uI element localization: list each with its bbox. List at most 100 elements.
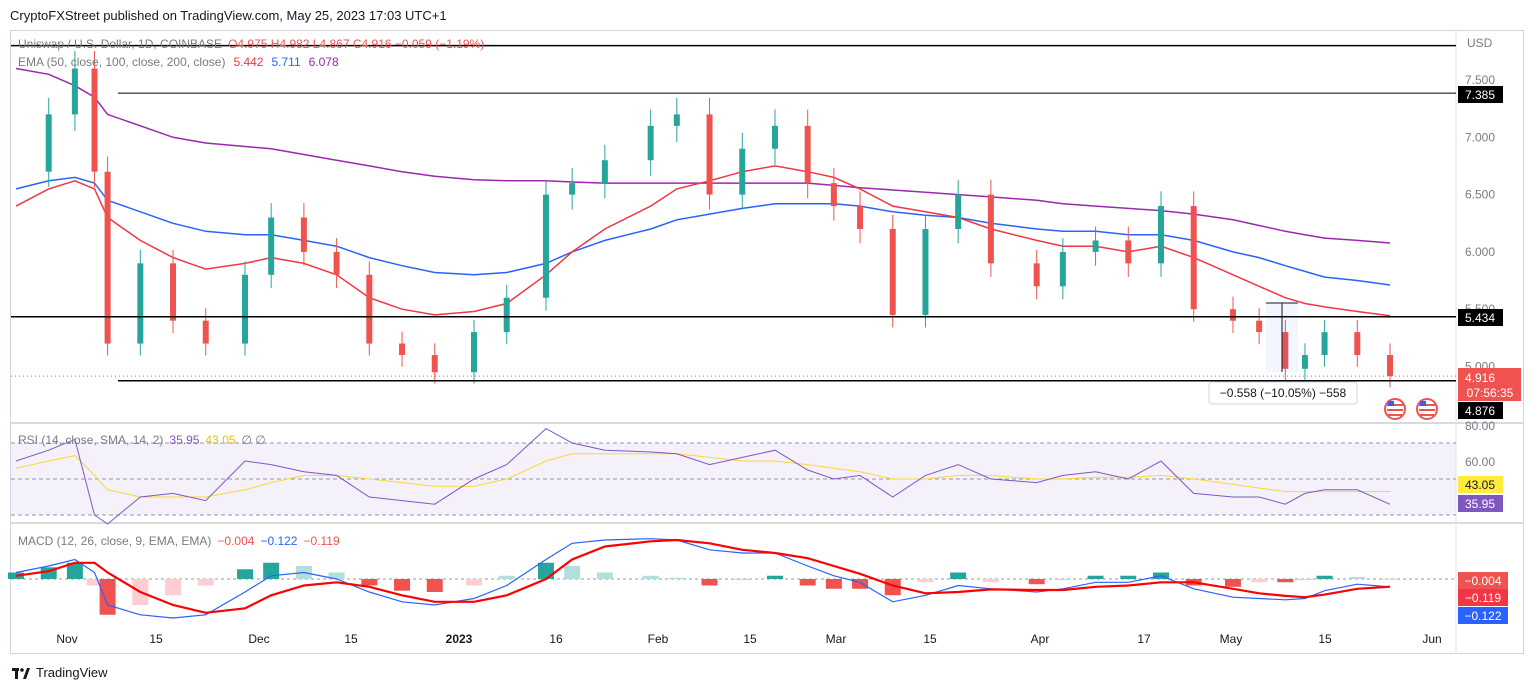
macd-hist-bar	[1054, 579, 1071, 580]
macd-hist-bar	[263, 562, 280, 579]
time-tick: Feb	[648, 632, 669, 646]
macd-hist-label: −0.004	[1464, 574, 1501, 588]
ema-label: EMA (50, close, 100, close, 200, close)	[18, 55, 225, 69]
measure-tooltip	[1208, 381, 1358, 405]
ema-legend: EMA (50, close, 100, close, 200, close) 5…	[18, 55, 339, 69]
ema200-line	[15, 67, 1391, 244]
ema200-value: 6.078	[309, 55, 339, 69]
rsi-sma-line	[15, 453, 1391, 498]
candle-body	[1033, 263, 1040, 287]
us-flag-icon-2[interactable]	[1416, 398, 1438, 420]
candle-body	[1158, 206, 1164, 264]
rsi-legend: RSI (14, close, SMA, 14, 2) 35.95 43.05 ∅ ∅	[18, 433, 266, 447]
ema-lines	[15, 67, 1391, 317]
macd-plot	[8, 538, 1398, 619]
macd-hist-bar	[1028, 579, 1045, 585]
candle-body	[601, 160, 608, 184]
time-tick: Dec	[248, 632, 269, 646]
macd-hist-label-bg	[1458, 572, 1508, 589]
publish-header: CryptoFXStreet published on TradingView.…	[10, 8, 447, 23]
candle-body	[542, 194, 549, 298]
macd-hist-bar	[537, 562, 554, 579]
macd-hist-bar	[766, 575, 783, 579]
candle-body	[471, 332, 477, 373]
candle-body	[1092, 240, 1099, 252]
candle-body	[804, 125, 811, 184]
macd-hist-bar	[564, 566, 581, 579]
candle-body	[202, 320, 209, 344]
candle-body	[647, 125, 654, 161]
currency-label: USD	[1467, 36, 1493, 50]
rsi-extra: ∅ ∅	[241, 433, 265, 447]
rsi-value-label-bg	[1458, 495, 1503, 512]
candle-body	[1190, 206, 1197, 310]
resistance-label: 7.385	[1465, 88, 1495, 102]
macd-hist-bar	[99, 579, 116, 615]
macd-hist-bar	[1296, 579, 1313, 580]
candle-body	[857, 206, 864, 229]
macd-hist-bar	[668, 577, 685, 579]
rsi-sma-label: 43.05	[1465, 478, 1495, 492]
candle-body	[45, 114, 52, 172]
price-tick: 6.500	[1465, 188, 1495, 202]
macd-hist-legend: −0.004	[217, 534, 254, 548]
macd-line-label-bg	[1458, 607, 1508, 624]
candle-body	[366, 274, 373, 344]
macd-hist-bar	[825, 579, 842, 589]
macd-hist-bar	[917, 579, 934, 583]
us-flag-icon[interactable]	[1384, 398, 1406, 420]
candle-body	[1229, 309, 1236, 321]
candle-body	[987, 194, 994, 264]
candle-body	[104, 171, 111, 344]
time-tick: 16	[549, 632, 563, 646]
rsi-tick-80: 80.00	[1465, 419, 1495, 433]
candle-body	[1321, 332, 1328, 356]
candle-body	[1282, 332, 1289, 369]
macd-hist-bar	[1224, 579, 1241, 587]
macd-hist-bar	[1316, 575, 1333, 579]
macd-hist-bar	[394, 579, 411, 591]
candle-body	[431, 355, 438, 373]
macd-legend: MACD (12, 26, close, 9, EMA, EMA) −0.004 −…	[18, 534, 340, 548]
time-tick: 15	[743, 632, 757, 646]
macd-line-label: −0.122	[1464, 609, 1501, 623]
macd-signal-label: −0.119	[1465, 591, 1501, 605]
price-tick: 7.000	[1465, 130, 1495, 144]
macd-hist-bar	[852, 579, 869, 589]
time-tick: 17	[1137, 632, 1151, 646]
resistance-label-bg	[1458, 86, 1503, 103]
candle-body	[300, 217, 307, 252]
time-tick: Nov	[56, 632, 77, 646]
candle-body	[955, 194, 962, 229]
support-label: 4.876	[1465, 404, 1495, 418]
macd-hist-bar	[1087, 575, 1104, 579]
rsi-lines	[15, 427, 1391, 525]
candle-body	[706, 114, 713, 195]
candle-body	[91, 68, 98, 172]
footer-brand: TradingView	[36, 665, 108, 680]
time-tick: Jun	[1422, 632, 1441, 646]
candle-body	[922, 228, 929, 315]
macd-signal-legend: −0.119	[303, 534, 339, 548]
candle-body	[170, 263, 177, 321]
macd-hist-bar	[950, 572, 967, 579]
time-axis: Nov 15 Dec 15 2023 16 Feb 15 Mar 15 Apr 17 May 15 Jun	[56, 632, 1441, 646]
candle-body	[673, 114, 680, 126]
ohlc-values: O4.975 H4.982 L4.867 C4.916 −0.059 (−1.1…	[228, 37, 484, 51]
macd-hist-bar	[1277, 579, 1294, 583]
tradingview-logo-icon	[12, 667, 30, 679]
macd-hist-bar	[734, 579, 751, 580]
time-tick: 2023	[446, 632, 473, 646]
macd-label: MACD (12, 26, close, 9, EMA, EMA)	[18, 534, 211, 548]
time-tick: Mar	[826, 632, 847, 646]
mid-level-label: 5.434	[1465, 311, 1495, 325]
candle-body	[503, 297, 510, 333]
macd-hist-bar	[1349, 577, 1366, 579]
mid-level-label-bg	[1458, 309, 1503, 326]
macd-hist-bar	[66, 562, 83, 579]
macd-hist-bar	[466, 579, 482, 586]
rsi-label: RSI (14, close, SMA, 14, 2)	[18, 433, 163, 447]
price-tick: 6.000	[1465, 245, 1495, 259]
